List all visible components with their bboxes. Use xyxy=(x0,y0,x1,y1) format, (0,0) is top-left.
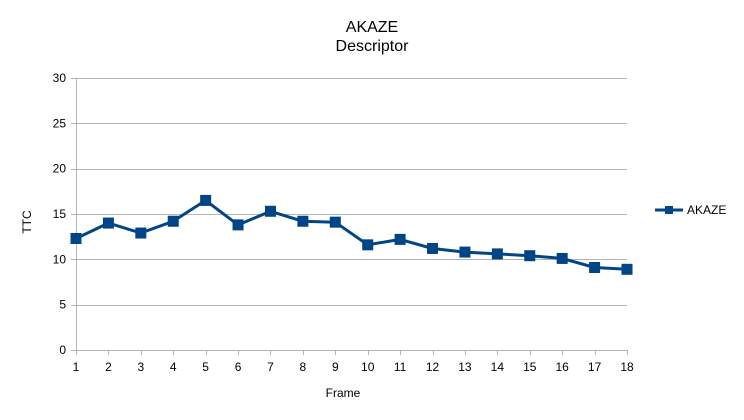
x-tick-label: 11 xyxy=(394,360,407,374)
x-tick-label: 2 xyxy=(105,360,112,374)
data-point xyxy=(524,250,536,262)
data-point xyxy=(394,233,406,245)
x-tick-label: 9 xyxy=(332,360,339,374)
data-point xyxy=(589,261,601,273)
data-point xyxy=(232,219,244,231)
y-tick-label: 5 xyxy=(59,298,66,312)
y-tick-label: 0 xyxy=(59,343,66,357)
legend: AKAZE xyxy=(655,203,726,217)
x-tick-label: 3 xyxy=(137,360,144,374)
chart-title: AKAZE xyxy=(345,19,399,36)
x-tick-label: 6 xyxy=(235,360,242,374)
data-point xyxy=(556,252,568,264)
y-tick-label: 20 xyxy=(53,162,67,176)
axes xyxy=(71,78,628,355)
x-tick-label: 10 xyxy=(361,360,375,374)
x-tick-label: 18 xyxy=(620,360,634,374)
y-tick-label: 30 xyxy=(53,71,67,85)
data-point xyxy=(70,232,82,244)
data-point xyxy=(459,246,471,258)
chart-subtitle: Descriptor xyxy=(335,38,409,55)
series-akaze xyxy=(70,194,633,275)
data-point xyxy=(427,242,439,254)
x-tick-label: 14 xyxy=(491,360,505,374)
x-tick-label: 1 xyxy=(73,360,80,374)
x-tick-labels: 1 2 3 4 5 6 7 8 9 10 11 12 13 14 15 16 17 18 xyxy=(73,360,634,374)
x-tick-label: 16 xyxy=(555,360,569,374)
data-point xyxy=(264,205,276,217)
series-line xyxy=(75,198,628,271)
x-tick-label: 7 xyxy=(267,360,274,374)
data-point xyxy=(297,215,309,227)
y-tick-labels: 0 5 10 15 20 25 30 xyxy=(53,71,67,357)
x-tick-label: 4 xyxy=(170,360,177,374)
x-axis-label: Frame xyxy=(326,386,361,400)
data-point xyxy=(200,194,212,206)
x-tick-label: 5 xyxy=(202,360,209,374)
x-tick-label: 12 xyxy=(426,360,440,374)
data-point xyxy=(621,263,633,275)
legend-label: AKAZE xyxy=(687,203,726,217)
data-point xyxy=(102,217,114,229)
y-tick-label: 10 xyxy=(53,252,67,266)
data-point xyxy=(491,248,503,260)
y-axis-label: TTC xyxy=(20,210,34,234)
legend-marker xyxy=(665,206,673,214)
x-tick-label: 8 xyxy=(300,360,307,374)
data-point xyxy=(135,227,147,239)
data-point xyxy=(362,239,374,251)
x-tick-label: 13 xyxy=(458,360,472,374)
grid-lines xyxy=(76,78,627,306)
x-tick-label: 15 xyxy=(523,360,537,374)
data-point xyxy=(329,216,341,228)
x-tick-label: 17 xyxy=(588,360,602,374)
y-tick-label: 15 xyxy=(53,207,67,221)
y-tick-label: 25 xyxy=(53,116,67,130)
data-point xyxy=(167,215,179,227)
